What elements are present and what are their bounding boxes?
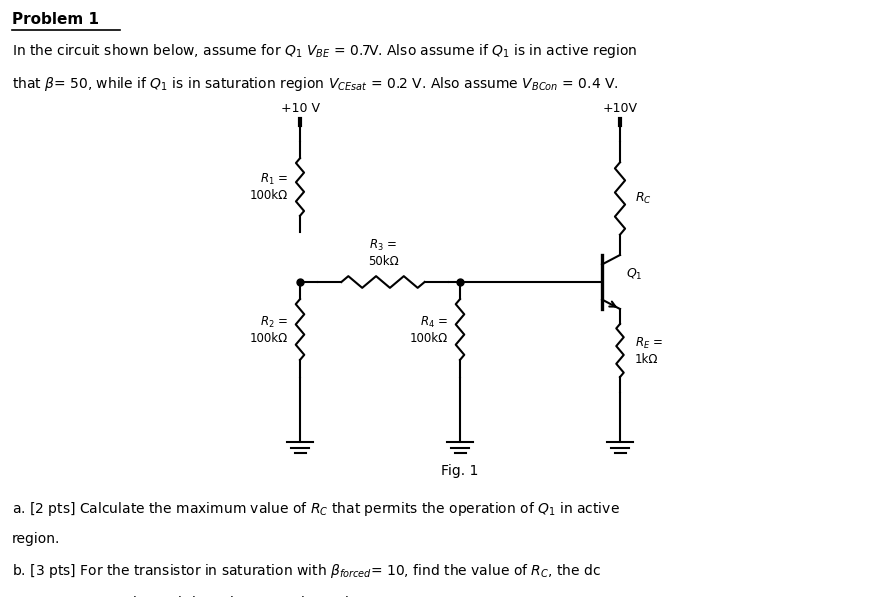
- Text: $R_1$ =
100kΩ: $R_1$ = 100kΩ: [249, 172, 288, 202]
- Text: currents $I_B$, $I_C$ and $I_E$ and the voltages at the nodes B, C, E.: currents $I_B$, $I_C$ and $I_E$ and the …: [12, 594, 419, 597]
- Text: +10 V: +10 V: [281, 102, 319, 115]
- Text: $R_C$: $R_C$: [635, 191, 652, 206]
- Text: Problem 1: Problem 1: [12, 12, 99, 27]
- Text: $R_E$ =
1kΩ: $R_E$ = 1kΩ: [635, 336, 663, 365]
- Text: $R_2$ =
100kΩ: $R_2$ = 100kΩ: [249, 315, 288, 344]
- Text: $Q_1$: $Q_1$: [626, 266, 643, 282]
- Text: b. [3 pts] For the transistor in saturation with $\beta_{forced}$= 10, find the : b. [3 pts] For the transistor in saturat…: [12, 562, 602, 580]
- Text: +10V: +10V: [603, 102, 637, 115]
- Text: a. [2 pts] Calculate the maximum value of $R_C$ that permits the operation of $Q: a. [2 pts] Calculate the maximum value o…: [12, 500, 620, 518]
- Text: $R_3$ =
50kΩ: $R_3$ = 50kΩ: [367, 238, 399, 268]
- Text: Fig. 1: Fig. 1: [442, 464, 478, 478]
- Text: In the circuit shown below, assume for $Q_1$ $V_{BE}$ = 0.7V. Also assume if $Q_: In the circuit shown below, assume for $…: [12, 42, 637, 60]
- Text: that $\beta$= 50, while if $Q_1$ is in saturation region $V_{CEsat}$ = 0.2 V. Al: that $\beta$= 50, while if $Q_1$ is in s…: [12, 75, 619, 93]
- Text: $R_4$ =
100kΩ: $R_4$ = 100kΩ: [409, 315, 448, 344]
- Text: region.: region.: [12, 532, 61, 546]
